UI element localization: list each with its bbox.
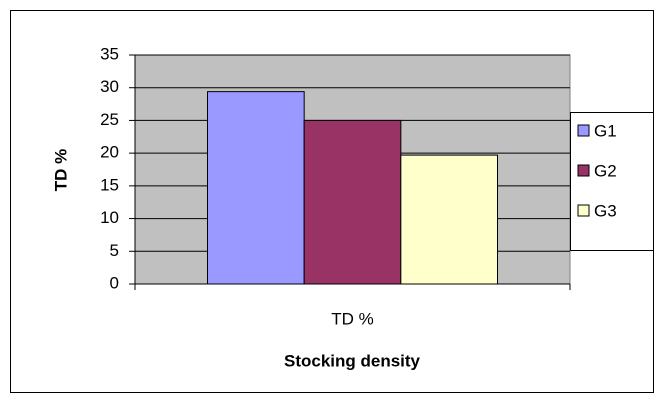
y-tick-label: 10 xyxy=(100,208,119,227)
y-tick-label: 30 xyxy=(100,77,119,96)
bar xyxy=(303,119,402,285)
y-tick-label: 35 xyxy=(100,44,119,63)
bar xyxy=(207,91,305,285)
x-axis-label: Stocking density xyxy=(284,351,421,370)
y-axis-label: TD % xyxy=(51,149,70,192)
x-tick-label: TD % xyxy=(331,309,374,328)
y-tick-label: 20 xyxy=(100,143,119,162)
y-tick-label: 0 xyxy=(110,273,119,292)
legend-swatch xyxy=(577,164,590,177)
y-tick-label: 5 xyxy=(110,241,119,260)
legend-swatch xyxy=(577,204,590,217)
legend-swatch xyxy=(577,124,590,137)
y-tick-label: 25 xyxy=(100,110,119,129)
legend-label: G2 xyxy=(594,161,617,180)
y-tick-label: 15 xyxy=(100,175,119,194)
legend-label: G1 xyxy=(594,121,617,140)
bar xyxy=(400,154,499,285)
legend-label: G3 xyxy=(594,201,617,220)
